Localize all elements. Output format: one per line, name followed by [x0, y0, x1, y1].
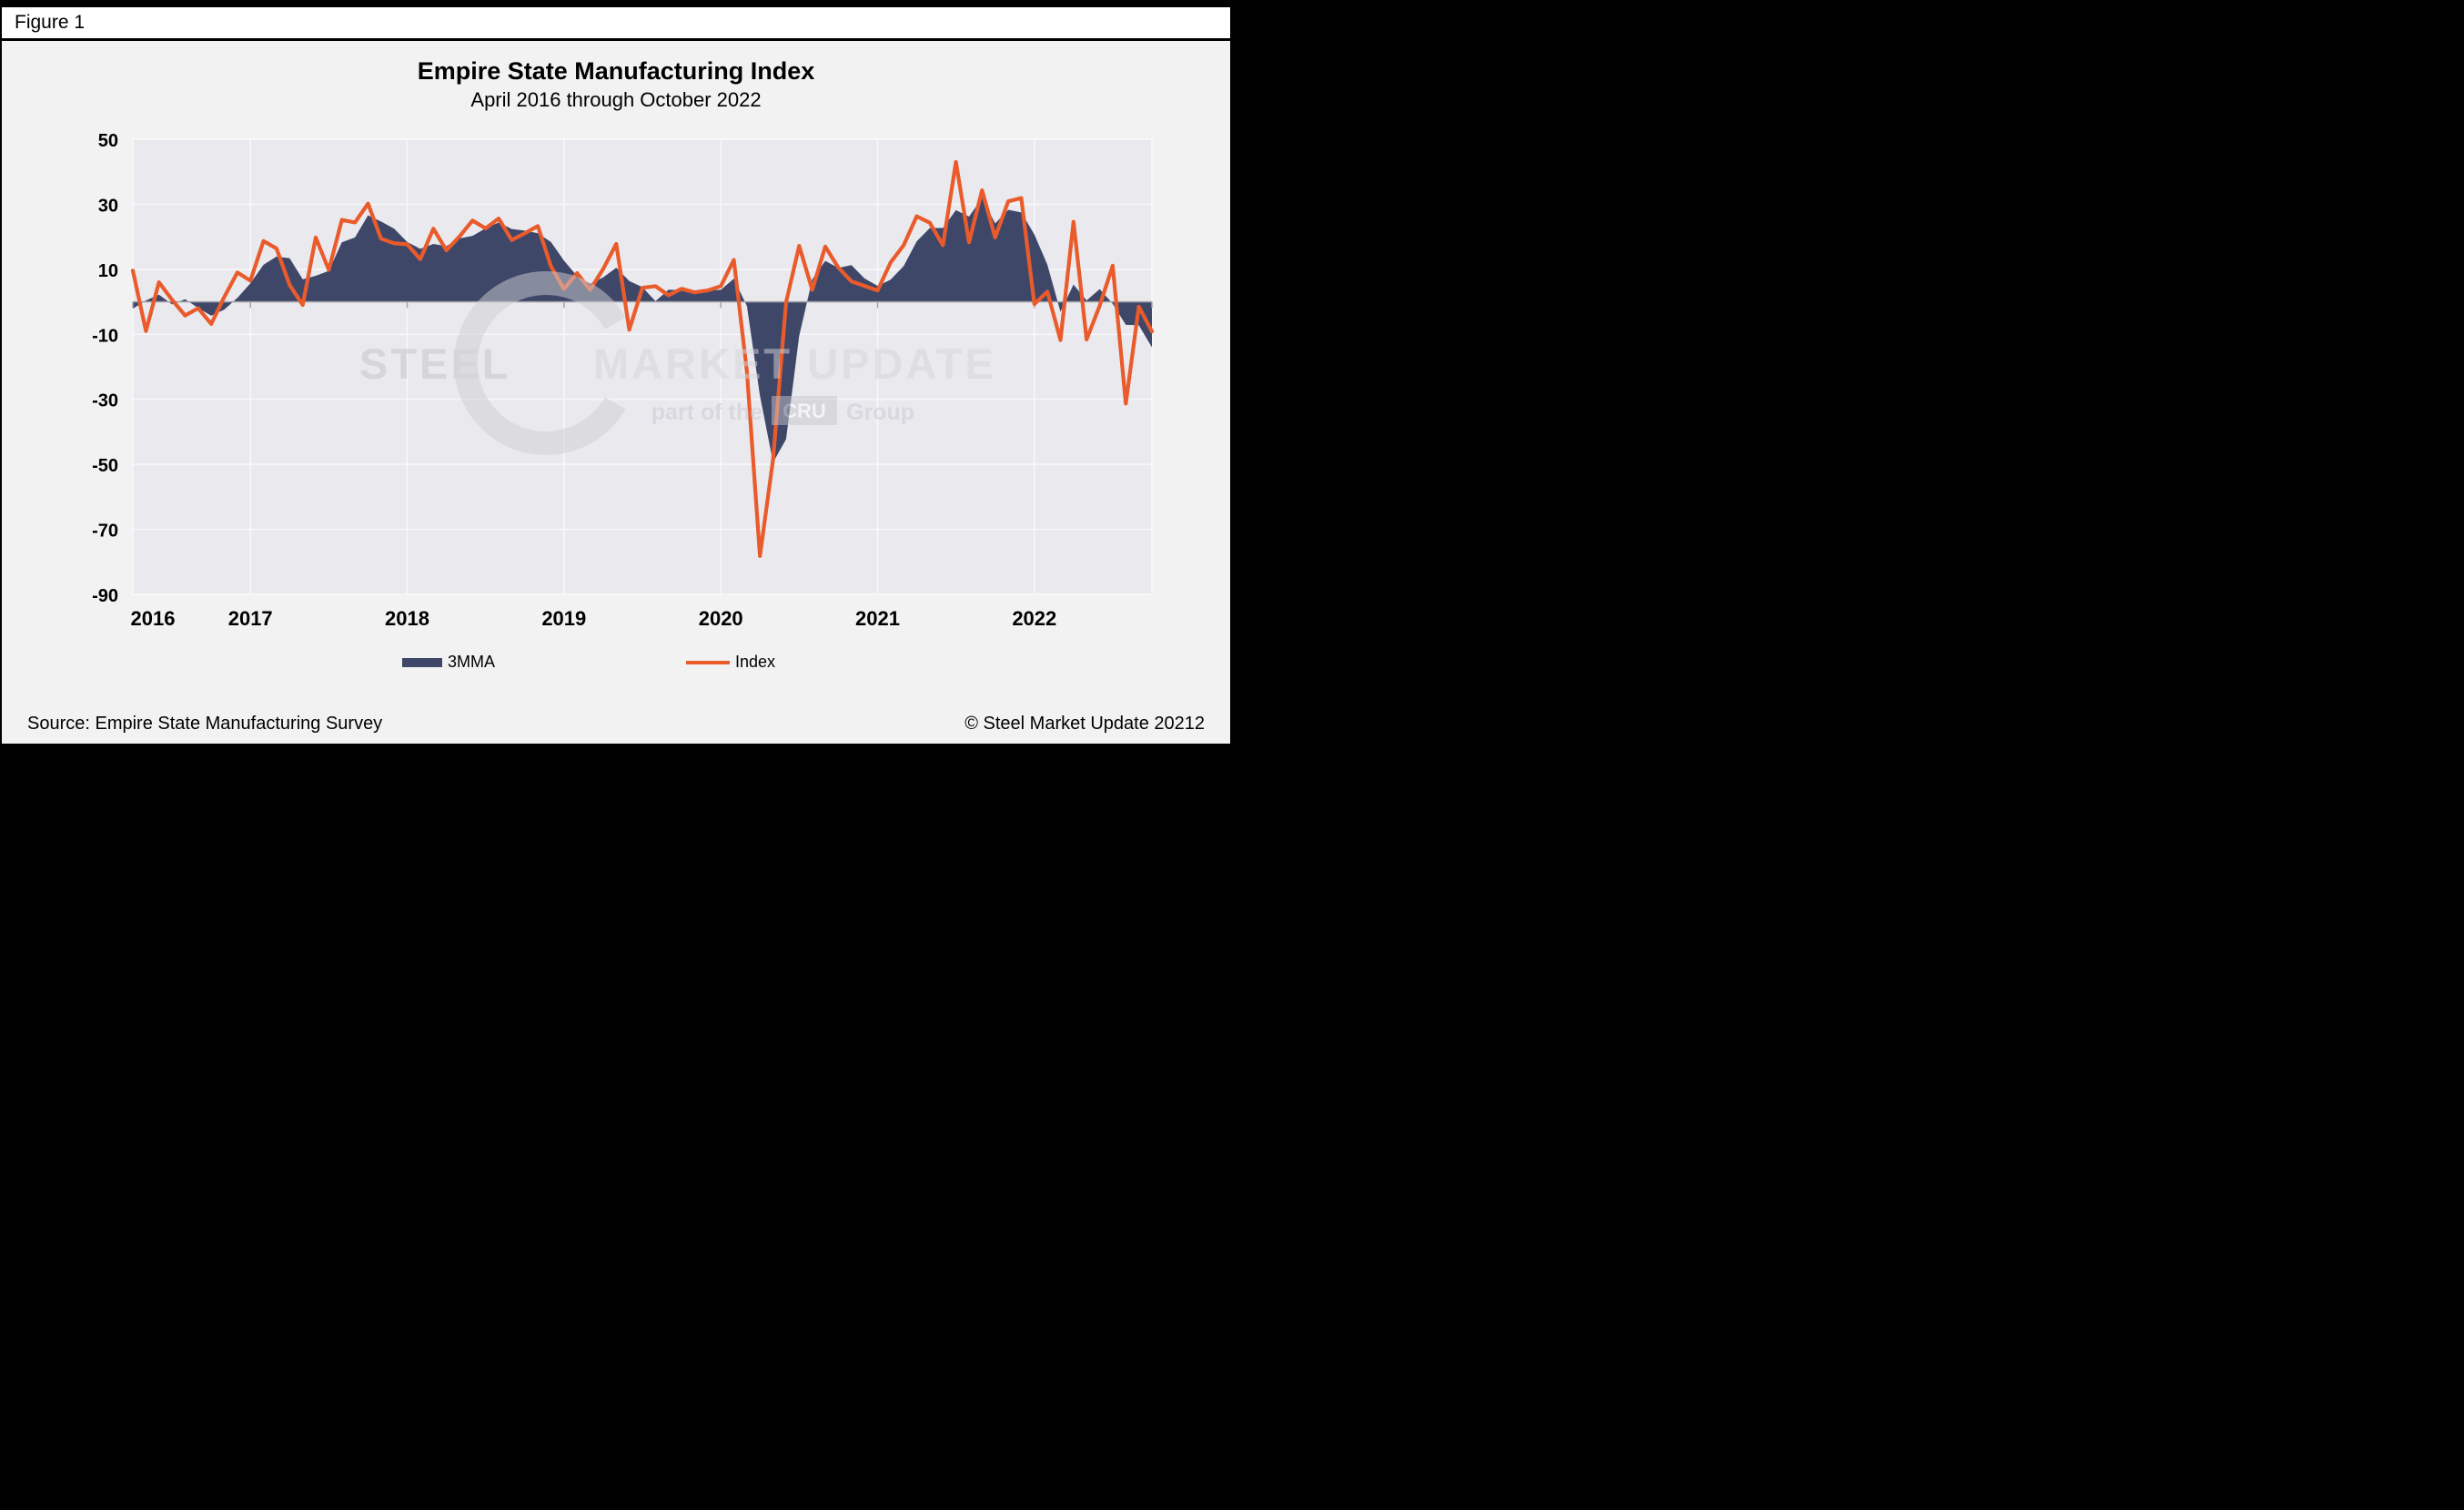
watermark-cru-label: CRU: [783, 400, 826, 422]
svg-text:10: 10: [98, 261, 118, 281]
svg-text:2020: 2020: [699, 607, 743, 630]
watermark-market-update-label: MARKET UPDATE: [593, 339, 996, 388]
footer: Source: Empire State Manufacturing Surve…: [2, 714, 1230, 744]
watermark-cru-box: [772, 396, 837, 425]
svg-text:2017: 2017: [228, 607, 273, 630]
svg-text:2018: 2018: [385, 607, 429, 630]
legend-index-swatch-icon: [685, 660, 730, 664]
svg-text:2019: 2019: [541, 607, 586, 630]
figure-header: Figure 1: [2, 7, 1230, 41]
svg-text:-90: -90: [92, 586, 118, 606]
chart-canvas: 50 30 10 -10 -30 -50 -70 -90 2016 2017 2018 2019 202…: [92, 131, 1155, 630]
chart-region: Empire State Manufacturing Index April 2…: [2, 41, 1230, 744]
figure-label: Figure 1: [15, 12, 86, 33]
area-3mma-shape: [133, 198, 1152, 462]
legend-3mma-label: 3MMA: [447, 653, 495, 671]
series-3mma-area: [133, 198, 1152, 462]
svg-text:2022: 2022: [1012, 607, 1056, 630]
legend-item-index: Index: [685, 653, 776, 672]
figure-window: Figure 1 Empire State Manufacturing Inde…: [0, 0, 1232, 755]
svg-text:-10: -10: [92, 326, 118, 346]
copyright-note: © Steel Market Update 20212: [964, 714, 1205, 734]
svg-text:30: 30: [98, 196, 118, 216]
chart-subtitle: April 2016 through October 2022: [470, 88, 762, 111]
svg-text:2021: 2021: [855, 607, 900, 630]
axis-labels: 50 30 10 -10 -30 -50 -70 -90 2016 2017 2018 2019 202…: [92, 131, 1056, 630]
legend-index-label: Index: [734, 653, 776, 671]
svg-text:-30: -30: [92, 391, 118, 411]
legend-item-3mma: 3MMA: [401, 653, 495, 672]
legend-3mma-swatch-icon: [401, 657, 442, 667]
legend: 3MMA Index: [401, 653, 776, 672]
svg-text:50: 50: [98, 131, 118, 151]
gridlines: [132, 138, 1153, 595]
line-index-shape: [130, 159, 1155, 558]
series-index-line: [130, 159, 1155, 558]
watermark-ring-icon: [454, 271, 626, 455]
watermark-steel-label: STEEL: [359, 339, 510, 388]
source-note: Source: Empire State Manufacturing Surve…: [27, 714, 383, 734]
svg-text:-50: -50: [92, 456, 118, 476]
watermark-part-of-the-label: part of the: [651, 400, 762, 425]
watermark-group-label: Group: [846, 400, 914, 425]
svg-text:2016: 2016: [131, 607, 176, 630]
svg-text:-70: -70: [92, 522, 118, 542]
chart-title: Empire State Manufacturing Index: [417, 57, 815, 85]
watermark: STEEL MARKET UPDATE part of the CRU Grou…: [359, 271, 996, 455]
